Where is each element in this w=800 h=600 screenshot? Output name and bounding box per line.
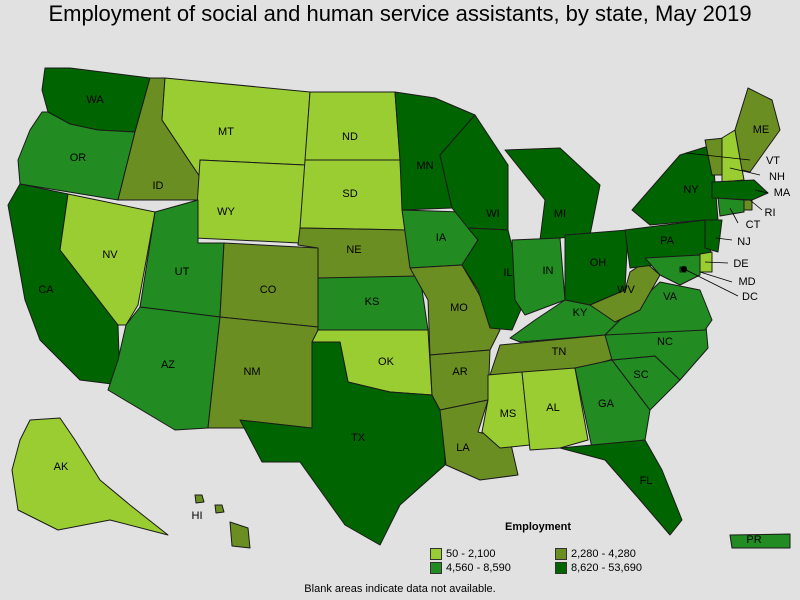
state-nj [704,219,723,253]
state-label-va: VA [663,291,678,303]
legend-swatch [555,562,567,574]
state-fl [559,439,683,536]
state-label-pa: PA [660,235,675,247]
legend-swatch [555,548,567,560]
state-ga [574,359,651,449]
state-label-wi: WI [486,208,499,220]
state-al [521,367,589,451]
state-label-ct: CT [746,219,761,231]
state-label-mt: MT [218,126,234,138]
state-label-de: DE [733,258,748,270]
state-label-ga: GA [598,398,615,410]
state-label-hi: HI [192,510,203,522]
state-label-ar: AR [452,366,467,378]
state-label-id: ID [153,180,164,192]
legend-item: 4,560 - 8,590 [430,562,511,574]
state-label-vt: VT [766,155,780,167]
state-label-oh: OH [590,257,607,269]
state-wv [589,261,661,323]
state-label-ri: RI [765,207,776,219]
legend-label: 8,620 - 53,690 [571,562,642,574]
state-label-nj: NJ [737,236,750,248]
state-label-la: LA [456,442,470,454]
state-label-nd: ND [342,131,358,143]
state-ak [11,417,169,536]
state-label-nv: NV [102,249,118,261]
state-label-md: MD [738,276,755,288]
state-label-ak: AK [54,461,69,473]
legend-item: 2,280 - 4,280 [555,548,636,560]
state-label-mn: MN [416,160,433,172]
state-label-dc: DC [742,291,758,303]
state-va [604,281,713,336]
state-label-wv: WV [617,284,635,296]
state-label-ut: UT [175,266,190,278]
state-label-il: IL [503,267,512,279]
legend-swatch [430,548,442,560]
state-pr [729,533,791,549]
state-label-fl: FL [640,475,653,487]
state-label-ne: NE [346,244,361,256]
legend-item: 8,620 - 53,690 [555,562,642,574]
state-label-or: OR [70,152,87,164]
state-label-nh: NH [769,171,785,183]
state-me [734,87,781,173]
state-mi [504,147,601,241]
legend-label: 4,560 - 8,590 [446,562,511,574]
state-label-mi: MI [554,208,566,220]
state-label-ks: KS [365,296,380,308]
state-label-in: IN [543,265,554,277]
state-label-ma: MA [774,187,791,199]
state-label-tn: TN [552,346,567,358]
state-label-nc: NC [657,336,673,348]
state-label-wy: WY [217,206,235,218]
state-in [511,237,566,316]
state-la [439,399,519,481]
state-label-nm: NM [243,366,260,378]
state-label-ca: CA [38,284,54,296]
state-ri [743,199,753,211]
footnote: Blank areas indicate data not available. [304,583,496,595]
state-md [644,254,701,286]
state-label-ia: IA [436,232,447,244]
state-ct [717,197,745,217]
state-ny [631,144,719,226]
state-label-pr: PR [746,534,761,546]
map-title: Employment of social and human service a… [48,1,752,26]
state-ma [711,179,769,201]
legend-title: Employment [505,521,572,533]
state-label-sc: SC [633,369,648,381]
state-label-wa: WA [86,94,104,106]
state-label-ms: MS [500,408,517,420]
state-label-me: ME [753,124,770,136]
state-nd [304,91,401,161]
state-label-al: AL [546,402,559,414]
legend-item: 50 - 2,100 [430,548,496,560]
state-nm [207,316,319,429]
state-label-tx: TX [351,432,366,444]
state-wy [194,159,306,244]
state-label-mo: MO [450,302,468,314]
state-label-ky: KY [573,307,588,319]
legend-label: 50 - 2,100 [446,548,496,560]
legend-swatch [430,562,442,574]
state-hi [194,494,251,549]
state-label-az: AZ [161,359,175,371]
state-label-ok: OK [378,356,395,368]
state-label-sd: SD [342,188,357,200]
state-label-co: CO [260,284,277,296]
state-label-ny: NY [683,184,699,196]
legend-label: 2,280 - 4,280 [571,548,636,560]
